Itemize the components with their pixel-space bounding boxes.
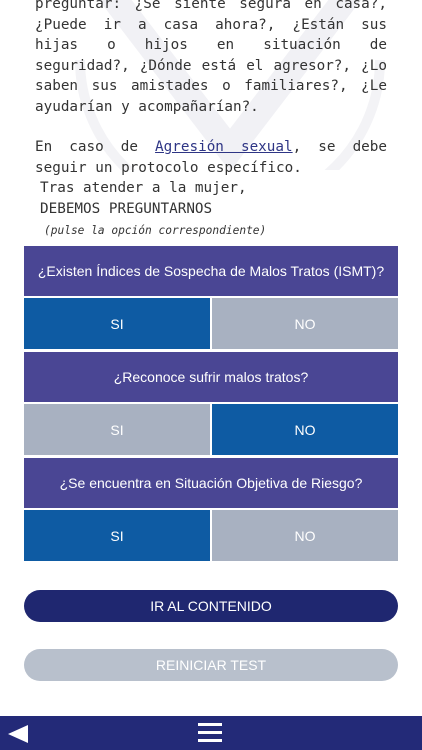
- protocol-text-after: , se debe seguir un protocolo específico…: [35, 139, 387, 176]
- intro-paragraph: preguntar: ¿Se siente segura en casa?, ¿…: [35, 0, 387, 115]
- protocol-text-before: En caso de: [35, 139, 156, 155]
- answer-yes-button[interactable]: SI: [24, 298, 210, 349]
- question-text: ¿Reconoce sufrir malos tratos?: [24, 352, 398, 402]
- bottom-navigation-bar: [0, 716, 422, 750]
- question-text: ¿Se encuentra en Situación Objetiva de R…: [24, 458, 398, 508]
- prompt-line-1: Tras atender a la mujer,: [40, 180, 247, 196]
- back-arrow-icon[interactable]: [8, 725, 28, 743]
- hamburger-menu-icon[interactable]: [198, 723, 222, 745]
- question-reconoce: ¿Reconoce sufrir malos tratos? SI NO: [24, 352, 398, 455]
- agresion-sexual-link[interactable]: Agresión sexual: [155, 139, 293, 155]
- reset-test-button[interactable]: REINICIAR TEST: [24, 649, 398, 681]
- prompt-hint: (pulse la opción correspondiente): [44, 224, 267, 237]
- answer-yes-button[interactable]: SI: [24, 510, 210, 561]
- question-riesgo: ¿Se encuentra en Situación Objetiva de R…: [24, 458, 398, 561]
- answer-no-button[interactable]: NO: [212, 510, 398, 561]
- answer-no-button[interactable]: NO: [212, 404, 398, 455]
- answer-options: SI NO: [24, 298, 398, 349]
- answer-options: SI NO: [24, 510, 398, 561]
- answer-no-button[interactable]: NO: [212, 298, 398, 349]
- answer-options: SI NO: [24, 404, 398, 455]
- intro-text: preguntar: ¿Se siente segura en casa?, ¿…: [35, 0, 387, 178]
- answer-yes-button[interactable]: SI: [24, 404, 210, 455]
- prompt-line-2: DEBEMOS PREGUNTARNOS: [40, 201, 213, 217]
- question-ismt: ¿Existen Índices de Sospecha de Malos Tr…: [24, 246, 398, 349]
- protocol-paragraph: En caso de Agresión sexual, se debe segu…: [35, 137, 387, 178]
- question-text: ¿Existen Índices de Sospecha de Malos Tr…: [24, 246, 398, 296]
- go-to-content-button[interactable]: IR AL CONTENIDO: [24, 590, 398, 622]
